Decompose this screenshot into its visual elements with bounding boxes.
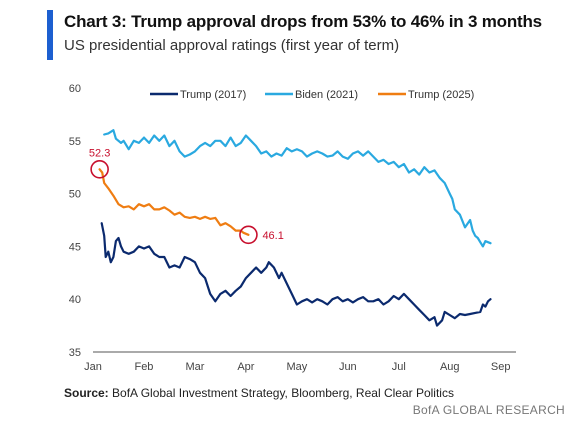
annotation-circle-0 [90, 160, 109, 179]
annotation-label-0: 52.3 [89, 147, 110, 159]
series-line-2 [98, 168, 250, 236]
annotation-circle-1 [239, 225, 258, 245]
brand-footer: BofA GLOBAL RESEARCH [412, 403, 565, 417]
source-text: BofA Global Investment Strategy, Bloombe… [108, 386, 454, 400]
title-accent-bar [47, 10, 53, 60]
annotation-label-1: 46.1 [262, 230, 283, 242]
legend-label-1: Biden (2021) [295, 89, 358, 101]
legend-label-0: Trump (2017) [180, 89, 246, 101]
source-note: Source: BofA Global Investment Strategy,… [64, 386, 454, 400]
x-tick-label-1: Feb [134, 361, 153, 373]
x-tick-label-4: May [286, 361, 307, 373]
y-tick-label-3: 50 [69, 189, 81, 201]
chart-subtitle: US presidential approval ratings (first … [64, 37, 400, 54]
x-tick-label-5: Jun [339, 361, 357, 373]
chart-title: Chart 3: Trump approval drops from 53% t… [64, 12, 542, 31]
y-tick-label-1: 40 [69, 294, 81, 306]
legend-label-2: Trump (2025) [408, 89, 474, 101]
series-line-1 [103, 129, 492, 248]
x-tick-label-2: Mar [185, 361, 204, 373]
y-tick-label-0: 35 [69, 347, 81, 359]
x-tick-label-7: Aug [440, 361, 460, 373]
x-tick-label-8: Sep [491, 361, 511, 373]
x-tick-label-0: Jan [84, 361, 102, 373]
x-tick-label-3: Apr [237, 361, 254, 373]
y-tick-label-5: 60 [69, 83, 81, 95]
x-tick-label-6: Jul [392, 361, 406, 373]
series-line-0 [100, 222, 492, 327]
y-tick-label-4: 55 [69, 136, 81, 148]
source-label: Source: [64, 386, 109, 400]
y-tick-label-2: 45 [69, 241, 81, 253]
